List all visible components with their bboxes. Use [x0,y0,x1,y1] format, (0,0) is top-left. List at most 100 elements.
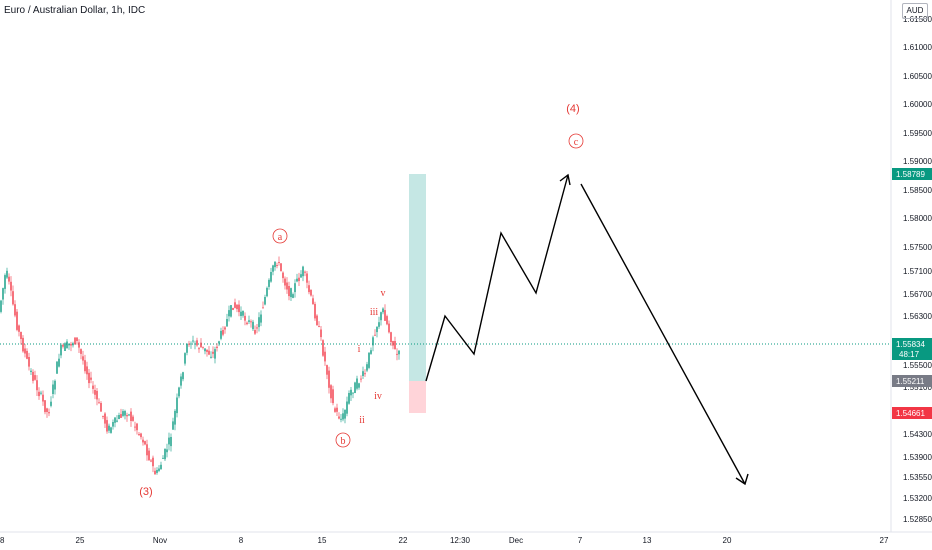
candle-body [356,378,358,389]
wave-label-iv: iv [374,391,382,402]
candle-body [340,418,342,420]
projection-arrowhead-up [559,173,571,186]
candle-body [398,350,400,355]
price-tick-label: 1.53900 [903,453,932,462]
candle-body [42,394,44,402]
candle-body [350,389,352,396]
candle-body [290,288,292,298]
projection-path-down[interactable] [580,183,746,485]
candle-body [104,413,106,424]
price-tick-label: 1.58500 [903,186,932,195]
price-axis[interactable]: 1.61500 1.61000 1.60500 1.60000 1.59500 1.590… [903,15,932,524]
time-tick-label: Dec [509,536,523,545]
candle-body [166,449,168,453]
wave-a-circle [272,228,288,244]
time-tick-label: Nov [153,536,167,545]
candle-body [314,303,316,319]
candle-body [358,383,360,388]
svg-text:48:17: 48:17 [899,350,920,359]
candle-body [124,411,126,416]
wave-label-i: i [358,344,361,355]
candle-body [378,322,380,327]
price-tick-label: 1.53200 [903,494,932,503]
candle-body [138,434,140,435]
candle-body [210,356,212,358]
candle-body [82,356,84,361]
candle-body [296,278,298,282]
projection-path[interactable] [425,174,569,382]
candle-body [36,380,38,391]
candle-body [384,310,386,321]
candle-body [92,385,94,389]
candle-body [390,332,392,343]
time-tick-label: 7 [578,536,583,545]
candle-body [240,311,242,316]
candle-body [192,340,194,342]
candle-body [78,342,80,348]
candle-body [234,302,236,308]
wave-label-b: b [341,436,346,447]
candlestick-series [0,256,400,475]
candle-body [144,441,146,445]
candle-body [46,408,48,412]
wave-label-ii: ii [359,415,365,426]
candle-body [50,401,52,406]
candle-body [352,392,354,394]
candle-body [126,415,128,417]
candle-body [146,444,148,456]
candle-body [224,327,226,330]
candle-body [366,364,368,371]
candle-body [54,380,56,390]
candle-body [178,387,180,397]
price-tag-entry: 1.55211 [892,375,932,387]
candle-body [112,422,114,427]
candle-body [300,274,302,278]
candle-body [396,353,398,355]
candle-body [108,425,110,431]
stop-zone[interactable] [409,381,426,413]
candle-body [364,373,366,375]
wave-label-a: a [278,232,283,243]
price-tick-label: 1.53550 [903,473,932,482]
candle-body [362,371,364,376]
candle-body [286,282,288,290]
candle-body [270,272,272,282]
candle-body [180,376,182,386]
candle-body [374,334,376,336]
candle-body [348,393,350,404]
currency-label[interactable]: AUD [902,3,928,19]
price-tick-label: 1.59500 [903,129,932,138]
wave-label-4: (4) [566,103,579,115]
candle-body [76,337,78,341]
price-tick-label: 1.55100 [903,383,932,392]
price-tick-label: 1.54300 [903,430,932,439]
candle-body [230,305,232,317]
target-zone[interactable] [409,174,426,381]
candle-body [282,272,284,279]
candle-body [162,457,164,459]
time-tick-label: 12:30 [450,536,471,545]
candle-body [220,330,222,339]
wave-c-circle [568,133,584,149]
candle-body [128,414,130,416]
candle-body [310,289,312,296]
candle-body [140,433,142,438]
candle-body [70,343,72,346]
candle-body [136,423,138,431]
candle-body [376,326,378,333]
projection-arrowhead-down [735,473,749,486]
candle-body [134,426,136,428]
candle-body [306,273,308,283]
time-axis[interactable]: 18 25 Nov 8 15 22 12:30 Dec 7 13 20 27 [0,536,889,545]
candle-body [56,361,58,374]
candle-body [326,365,328,375]
candle-body [88,372,90,384]
candle-body [60,344,62,356]
candle-body [208,350,210,355]
candle-body [342,413,344,420]
price-tick-label: 1.61500 [903,15,932,24]
candle-body [294,283,296,293]
wave-label-v: v [381,288,386,299]
candle-body [394,341,396,350]
